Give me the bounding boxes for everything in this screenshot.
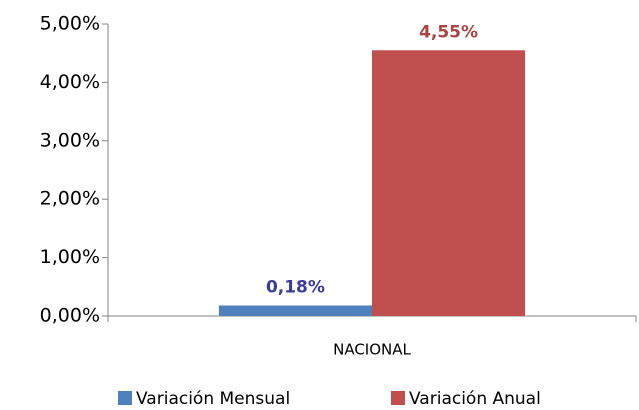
bar [372,50,526,316]
value-label: 4,55% [419,22,478,42]
y-tick-label: 4,00% [40,71,100,93]
legend-label: Variación Mensual [136,389,290,409]
x-tick-label: NACIONAL [333,341,411,359]
y-tick-label: 3,00% [40,129,100,151]
y-tick-label: 1,00% [40,246,100,268]
value-label: 0,18% [266,277,325,297]
y-tick-label: 0,00% [40,305,100,327]
y-tick-label: 5,00% [40,13,100,35]
legend-label: Variación Anual [409,389,541,409]
legend-swatch [391,391,405,405]
legend-swatch [118,391,132,405]
bar [218,305,372,316]
y-tick-label: 2,00% [40,188,100,210]
